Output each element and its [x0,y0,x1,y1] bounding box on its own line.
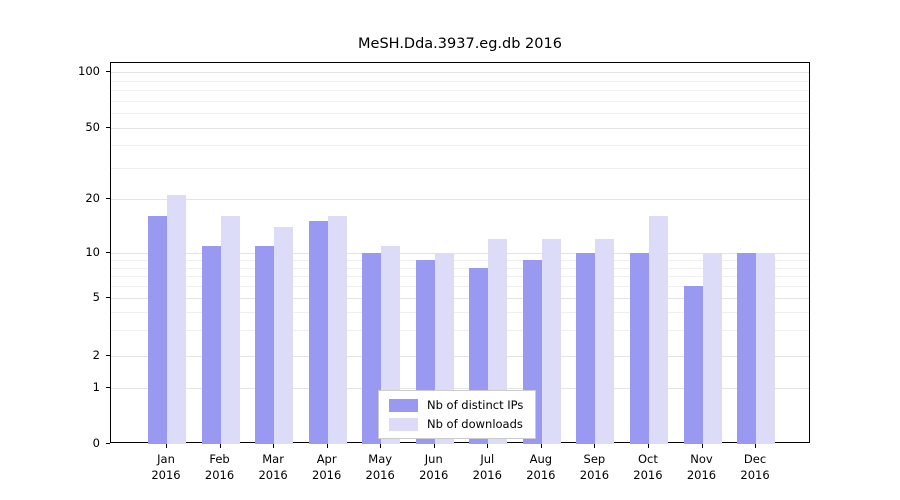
x-tick-mark [219,444,221,448]
gridline-major [111,387,809,389]
x-tick-year-jul: 2016 [472,468,502,482]
x-tick-label-feb: Feb [209,452,230,466]
bar-ips-may [362,253,382,444]
y-tick-label: 2 [92,347,100,362]
gridline-minor [111,80,809,82]
gridline-major [111,253,809,255]
x-tick-mark [647,444,649,448]
legend-row-distinct-ips: Nb of distinct IPs [389,398,523,412]
x-tick-year-nov: 2016 [686,468,717,482]
legend: Nb of distinct IPs Nb of downloads [378,390,537,439]
gridline-minor [111,145,809,147]
x-tick-year-apr: 2016 [312,468,342,482]
y-tick-mark [106,71,110,73]
gridline-minor [111,330,809,332]
x-tick-year-dec: 2016 [740,468,770,482]
x-tick-year-jun: 2016 [419,468,449,482]
bar-downloads-oct [648,216,668,444]
y-tick-label: 1 [92,379,100,394]
x-tick-year-aug: 2016 [526,468,556,482]
x-tick-mark [701,444,703,448]
x-tick-mark [540,444,542,448]
bar-ips-mar [255,245,275,444]
y-tick-mark [106,443,110,444]
legend-swatch-downloads [389,417,418,431]
legend-label-downloads: Nb of downloads [427,417,523,431]
x-tick-year-jan: 2016 [151,468,181,482]
legend-swatch-distinct-ips [389,398,418,412]
y-tick-mark [106,252,110,254]
y-tick-mark [106,198,110,200]
x-tick-label-aug: Aug [529,452,553,466]
chart-title: MeSH.Dda.3937.eg.db 2016 [358,36,562,52]
bar-ips-dec [737,253,757,444]
y-tick-label: 0 [92,436,100,450]
x-tick-year-may: 2016 [365,468,395,482]
legend-label-distinct-ips: Nb of distinct IPs [427,398,524,412]
bar-downloads-feb [220,216,240,444]
gridline-minor [111,100,809,102]
x-tick-label-may: May [368,452,393,466]
gridline-minor [111,286,809,288]
gridline-major [111,355,809,357]
y-tick-mark [106,297,110,299]
plot-area: Nb of distinct IPs Nb of downloads [110,62,810,444]
gridline-minor [111,276,809,278]
y-tick-mark [106,386,110,388]
bar-downloads-aug [541,238,561,444]
x-tick-label-jul: Jul [480,452,495,466]
x-tick-mark [273,444,275,448]
bar-downloads-apr [327,216,347,444]
bar-ips-feb [201,245,221,444]
x-tick-label-dec: Dec [743,452,767,466]
x-tick-year-feb: 2016 [204,468,235,482]
gridline-minor [111,267,809,269]
gridline-minor [111,312,809,314]
x-tick-year-mar: 2016 [258,468,288,482]
x-tick-label-mar: Mar [262,452,284,466]
x-tick-mark [594,444,596,448]
legend-row-downloads: Nb of downloads [389,417,523,431]
y-tick-mark [106,354,110,356]
x-tick-label-oct: Oct [637,452,658,466]
x-tick-mark [755,444,757,448]
gridline-minor [111,259,809,261]
y-tick-mark [106,127,110,129]
x-tick-year-oct: 2016 [633,468,663,482]
x-tick-mark [380,444,382,448]
gridline-major [111,128,809,130]
gridline-major [111,199,809,201]
x-tick-mark [487,444,489,448]
bar-downloads-mar [274,226,294,444]
x-tick-year-sep: 2016 [579,468,610,482]
bar-ips-apr [308,221,328,444]
bar-ips-sep [576,253,596,444]
y-tick-label: 10 [85,245,100,260]
y-tick-label: 100 [78,64,100,79]
bar-downloads-jan [167,195,186,444]
y-tick-label: 5 [92,290,100,305]
bar-ips-jan [148,216,167,444]
gridline-minor [111,167,809,169]
y-tick-label: 20 [85,191,100,206]
bar-downloads-sep [595,238,615,444]
bar-downloads-nov [702,253,722,444]
bar-ips-oct [629,253,649,444]
x-tick-label-nov: Nov [690,452,713,466]
gridline-major [111,72,809,74]
x-tick-mark [433,444,435,448]
x-tick-label-sep: Sep [583,452,606,466]
gridline-minor [111,113,809,115]
bar-ips-nov [683,286,703,444]
bar-downloads-dec [756,253,776,444]
y-tick-label: 50 [85,120,100,135]
x-tick-mark [326,444,328,448]
gridline-major [111,298,809,300]
x-tick-label-jan: Jan [157,452,175,466]
gridline-minor [111,90,809,92]
x-tick-mark [166,444,167,448]
x-tick-label-jun: Jun [424,452,443,466]
x-tick-label-apr: Apr [316,452,337,466]
